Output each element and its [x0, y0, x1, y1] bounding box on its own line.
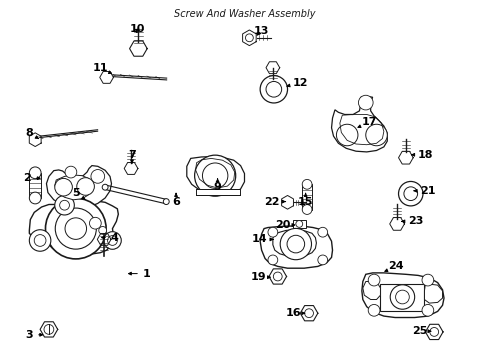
Bar — [29, 173, 41, 198]
Circle shape — [304, 309, 313, 318]
Circle shape — [44, 324, 54, 334]
Circle shape — [389, 285, 414, 309]
Text: 8: 8 — [25, 128, 39, 139]
Circle shape — [421, 305, 433, 316]
Circle shape — [163, 199, 169, 204]
Text: 25: 25 — [411, 326, 430, 336]
Circle shape — [302, 179, 311, 189]
Text: 16: 16 — [285, 308, 304, 318]
Text: 9: 9 — [213, 179, 221, 192]
Circle shape — [286, 235, 304, 253]
Circle shape — [336, 124, 357, 146]
Circle shape — [395, 290, 408, 304]
Text: 22: 22 — [264, 197, 285, 207]
Circle shape — [107, 235, 117, 246]
Text: 5: 5 — [72, 188, 85, 199]
Circle shape — [358, 95, 372, 110]
Polygon shape — [362, 282, 380, 300]
Circle shape — [302, 204, 311, 215]
Bar — [302, 184, 311, 210]
Circle shape — [265, 81, 281, 97]
Circle shape — [99, 226, 106, 234]
Text: 18: 18 — [411, 150, 432, 160]
Circle shape — [421, 274, 433, 286]
Text: 7: 7 — [128, 150, 136, 163]
Text: 13: 13 — [253, 26, 269, 36]
Polygon shape — [55, 175, 92, 200]
Circle shape — [55, 179, 72, 196]
Circle shape — [295, 220, 302, 228]
Circle shape — [29, 230, 51, 251]
Circle shape — [403, 187, 417, 201]
Text: Screw And Washer Assembly: Screw And Washer Assembly — [173, 9, 315, 19]
Text: 10: 10 — [129, 24, 144, 34]
Circle shape — [260, 76, 287, 103]
Circle shape — [317, 255, 327, 265]
Circle shape — [65, 218, 86, 239]
Text: 3: 3 — [25, 330, 42, 340]
Text: 4: 4 — [102, 233, 119, 243]
Bar — [293, 220, 305, 228]
Circle shape — [89, 217, 101, 229]
Polygon shape — [46, 166, 111, 208]
Text: 6: 6 — [172, 193, 180, 207]
Polygon shape — [424, 284, 442, 303]
Circle shape — [367, 305, 379, 316]
Bar — [195, 189, 239, 195]
Circle shape — [60, 200, 69, 210]
Polygon shape — [186, 157, 244, 195]
Bar — [380, 284, 424, 311]
Text: 11: 11 — [92, 63, 111, 73]
Text: 14: 14 — [251, 234, 272, 244]
Circle shape — [77, 178, 94, 195]
Circle shape — [267, 227, 277, 237]
Circle shape — [202, 163, 227, 188]
Polygon shape — [331, 96, 386, 152]
Circle shape — [65, 166, 77, 178]
Circle shape — [45, 198, 106, 259]
Text: 23: 23 — [401, 216, 423, 226]
Circle shape — [273, 272, 282, 281]
Text: 12: 12 — [286, 78, 308, 88]
Circle shape — [365, 124, 386, 146]
Circle shape — [429, 328, 438, 336]
Circle shape — [91, 170, 104, 183]
Polygon shape — [260, 226, 332, 268]
Text: 21: 21 — [413, 186, 435, 196]
Circle shape — [55, 208, 96, 249]
Circle shape — [102, 184, 108, 190]
Circle shape — [194, 155, 235, 196]
Circle shape — [34, 235, 46, 246]
Text: 19: 19 — [250, 272, 270, 282]
Text: 20: 20 — [274, 220, 294, 230]
Circle shape — [103, 232, 121, 249]
Text: 2: 2 — [23, 173, 40, 183]
Circle shape — [317, 227, 327, 237]
Circle shape — [280, 229, 311, 260]
Text: 1: 1 — [128, 269, 150, 279]
Circle shape — [29, 192, 41, 204]
Text: 24: 24 — [384, 261, 403, 271]
Circle shape — [245, 34, 253, 42]
Circle shape — [55, 195, 74, 215]
Circle shape — [29, 167, 41, 179]
Text: 15: 15 — [297, 193, 313, 207]
Polygon shape — [29, 201, 118, 254]
Text: 17: 17 — [357, 117, 376, 127]
Circle shape — [367, 274, 379, 286]
Circle shape — [267, 255, 277, 265]
Polygon shape — [272, 230, 316, 256]
Polygon shape — [361, 273, 443, 318]
Circle shape — [398, 181, 422, 206]
